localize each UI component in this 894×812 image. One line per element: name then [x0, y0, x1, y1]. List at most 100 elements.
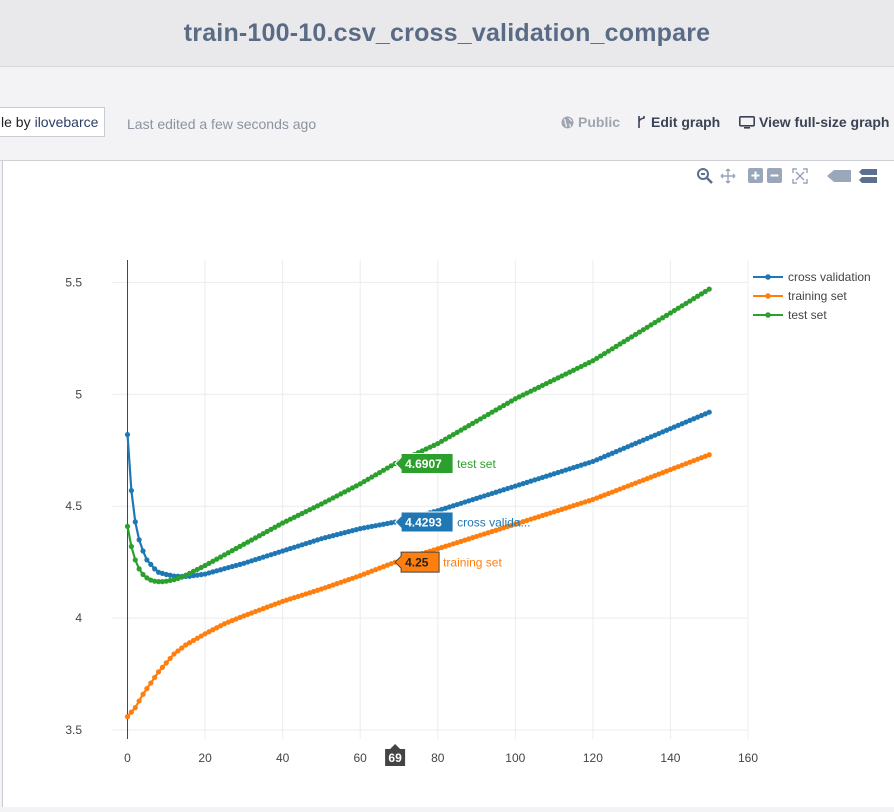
- data-point: [574, 365, 580, 371]
- data-point: [663, 312, 670, 318]
- data-point: [179, 645, 185, 651]
- data-point: [152, 566, 158, 572]
- data-point: [303, 508, 309, 515]
- data-point: [369, 523, 375, 530]
- data-point: [334, 493, 340, 499]
- data-point: [605, 452, 611, 458]
- data-point: [229, 548, 235, 554]
- data-point: [167, 572, 173, 578]
- data-point: [384, 520, 390, 527]
- data-point: [206, 560, 212, 566]
- data-point: [590, 358, 596, 364]
- compare-hover-icon[interactable]: [858, 168, 878, 189]
- data-point: [311, 505, 317, 511]
- monitor-icon: [739, 115, 755, 129]
- data-point: [167, 577, 173, 584]
- data-point: [376, 522, 383, 528]
- data-point: [419, 448, 425, 454]
- y-tick-label: 5.5: [65, 275, 82, 289]
- data-point: [163, 578, 169, 584]
- data-point: [613, 343, 619, 349]
- data-point: [194, 635, 200, 641]
- series-line: [126, 288, 710, 583]
- author-badge[interactable]: le by ilovebarce: [0, 107, 106, 137]
- data-point: [136, 537, 142, 543]
- data-point: [198, 564, 204, 571]
- hover-label-box: [394, 511, 454, 533]
- data-point: [450, 431, 456, 438]
- data-point: [217, 554, 224, 560]
- data-point: [365, 476, 371, 482]
- data-point: [555, 375, 561, 381]
- data-point: [508, 398, 515, 404]
- data-point: [214, 556, 220, 562]
- hover-label-box: [394, 551, 440, 573]
- pan-icon[interactable]: [720, 168, 736, 189]
- data-point: [656, 317, 662, 323]
- data-point: [497, 405, 503, 411]
- data-point: [570, 367, 577, 373]
- data-point: [648, 434, 654, 440]
- data-point: [198, 572, 204, 578]
- data-point: [617, 447, 623, 453]
- spike-icon[interactable]: [826, 169, 852, 188]
- legend-item-cross-validation[interactable]: cross validation: [753, 270, 871, 284]
- data-point: [679, 303, 685, 309]
- y-tick-label: 4: [75, 611, 82, 625]
- data-point: [376, 469, 383, 476]
- plot-container[interactable]: 0 20 40 60 80 100 120 140 160 3.5 4 4.5 5 5.5 4.6907 t…: [2, 161, 894, 807]
- series-test-set: [124, 286, 712, 585]
- data-point: [458, 427, 464, 433]
- data-point: [194, 572, 200, 578]
- legend-item-test-set[interactable]: test set: [753, 308, 827, 322]
- data-point: [318, 501, 325, 507]
- data-point: [698, 412, 705, 419]
- globe-icon: [561, 116, 574, 128]
- data-point: [280, 520, 286, 526]
- edit-graph-link[interactable]: Edit graph: [637, 114, 720, 130]
- data-point: [625, 444, 631, 450]
- data-point: [299, 510, 305, 517]
- data-point: [706, 452, 712, 458]
- autoscale-icon[interactable]: [792, 167, 808, 189]
- data-point: [559, 373, 565, 379]
- data-point: [644, 324, 650, 330]
- public-link[interactable]: Public: [561, 114, 620, 130]
- data-point: [427, 444, 433, 450]
- data-point: [260, 531, 266, 537]
- data-point: [582, 361, 588, 368]
- data-point: [268, 526, 274, 532]
- x-tick-label: 100: [505, 751, 525, 765]
- data-point: [687, 417, 693, 424]
- data-point: [636, 329, 643, 335]
- author-name[interactable]: ilovebarce: [34, 114, 99, 130]
- hover-label-test-set: 4.6907 test set: [394, 453, 496, 475]
- data-point: [702, 288, 708, 295]
- data-point: [532, 386, 538, 392]
- legend-item-training-set[interactable]: training set: [753, 289, 847, 303]
- data-point: [567, 369, 573, 375]
- data-point: [357, 481, 363, 487]
- data-point: [186, 570, 193, 576]
- data-point: [148, 561, 154, 568]
- zoom-in-icon[interactable]: [748, 168, 763, 188]
- zoom-icon[interactable]: [696, 167, 714, 190]
- line-chart[interactable]: 0 20 40 60 80 100 120 140 160 3.5 4 4.5 5 5.5 4.6907 t…: [3, 161, 894, 807]
- data-point: [217, 623, 224, 629]
- data-point: [314, 503, 321, 509]
- data-point: [629, 442, 635, 448]
- hover-value: 4.4293: [405, 516, 442, 530]
- data-point: [563, 371, 569, 377]
- data-point: [152, 578, 158, 584]
- data-point: [307, 507, 313, 513]
- data-point: [547, 379, 553, 385]
- data-point: [621, 339, 627, 345]
- data-point: [322, 499, 328, 505]
- data-point: [629, 334, 635, 340]
- data-point: [493, 407, 499, 413]
- edit-graph-label: Edit graph: [651, 114, 721, 130]
- data-point: [528, 388, 534, 394]
- zoom-out-icon[interactable]: [767, 168, 782, 188]
- data-point: [694, 293, 701, 299]
- view-full-size-link[interactable]: View full-size graph: [739, 114, 889, 130]
